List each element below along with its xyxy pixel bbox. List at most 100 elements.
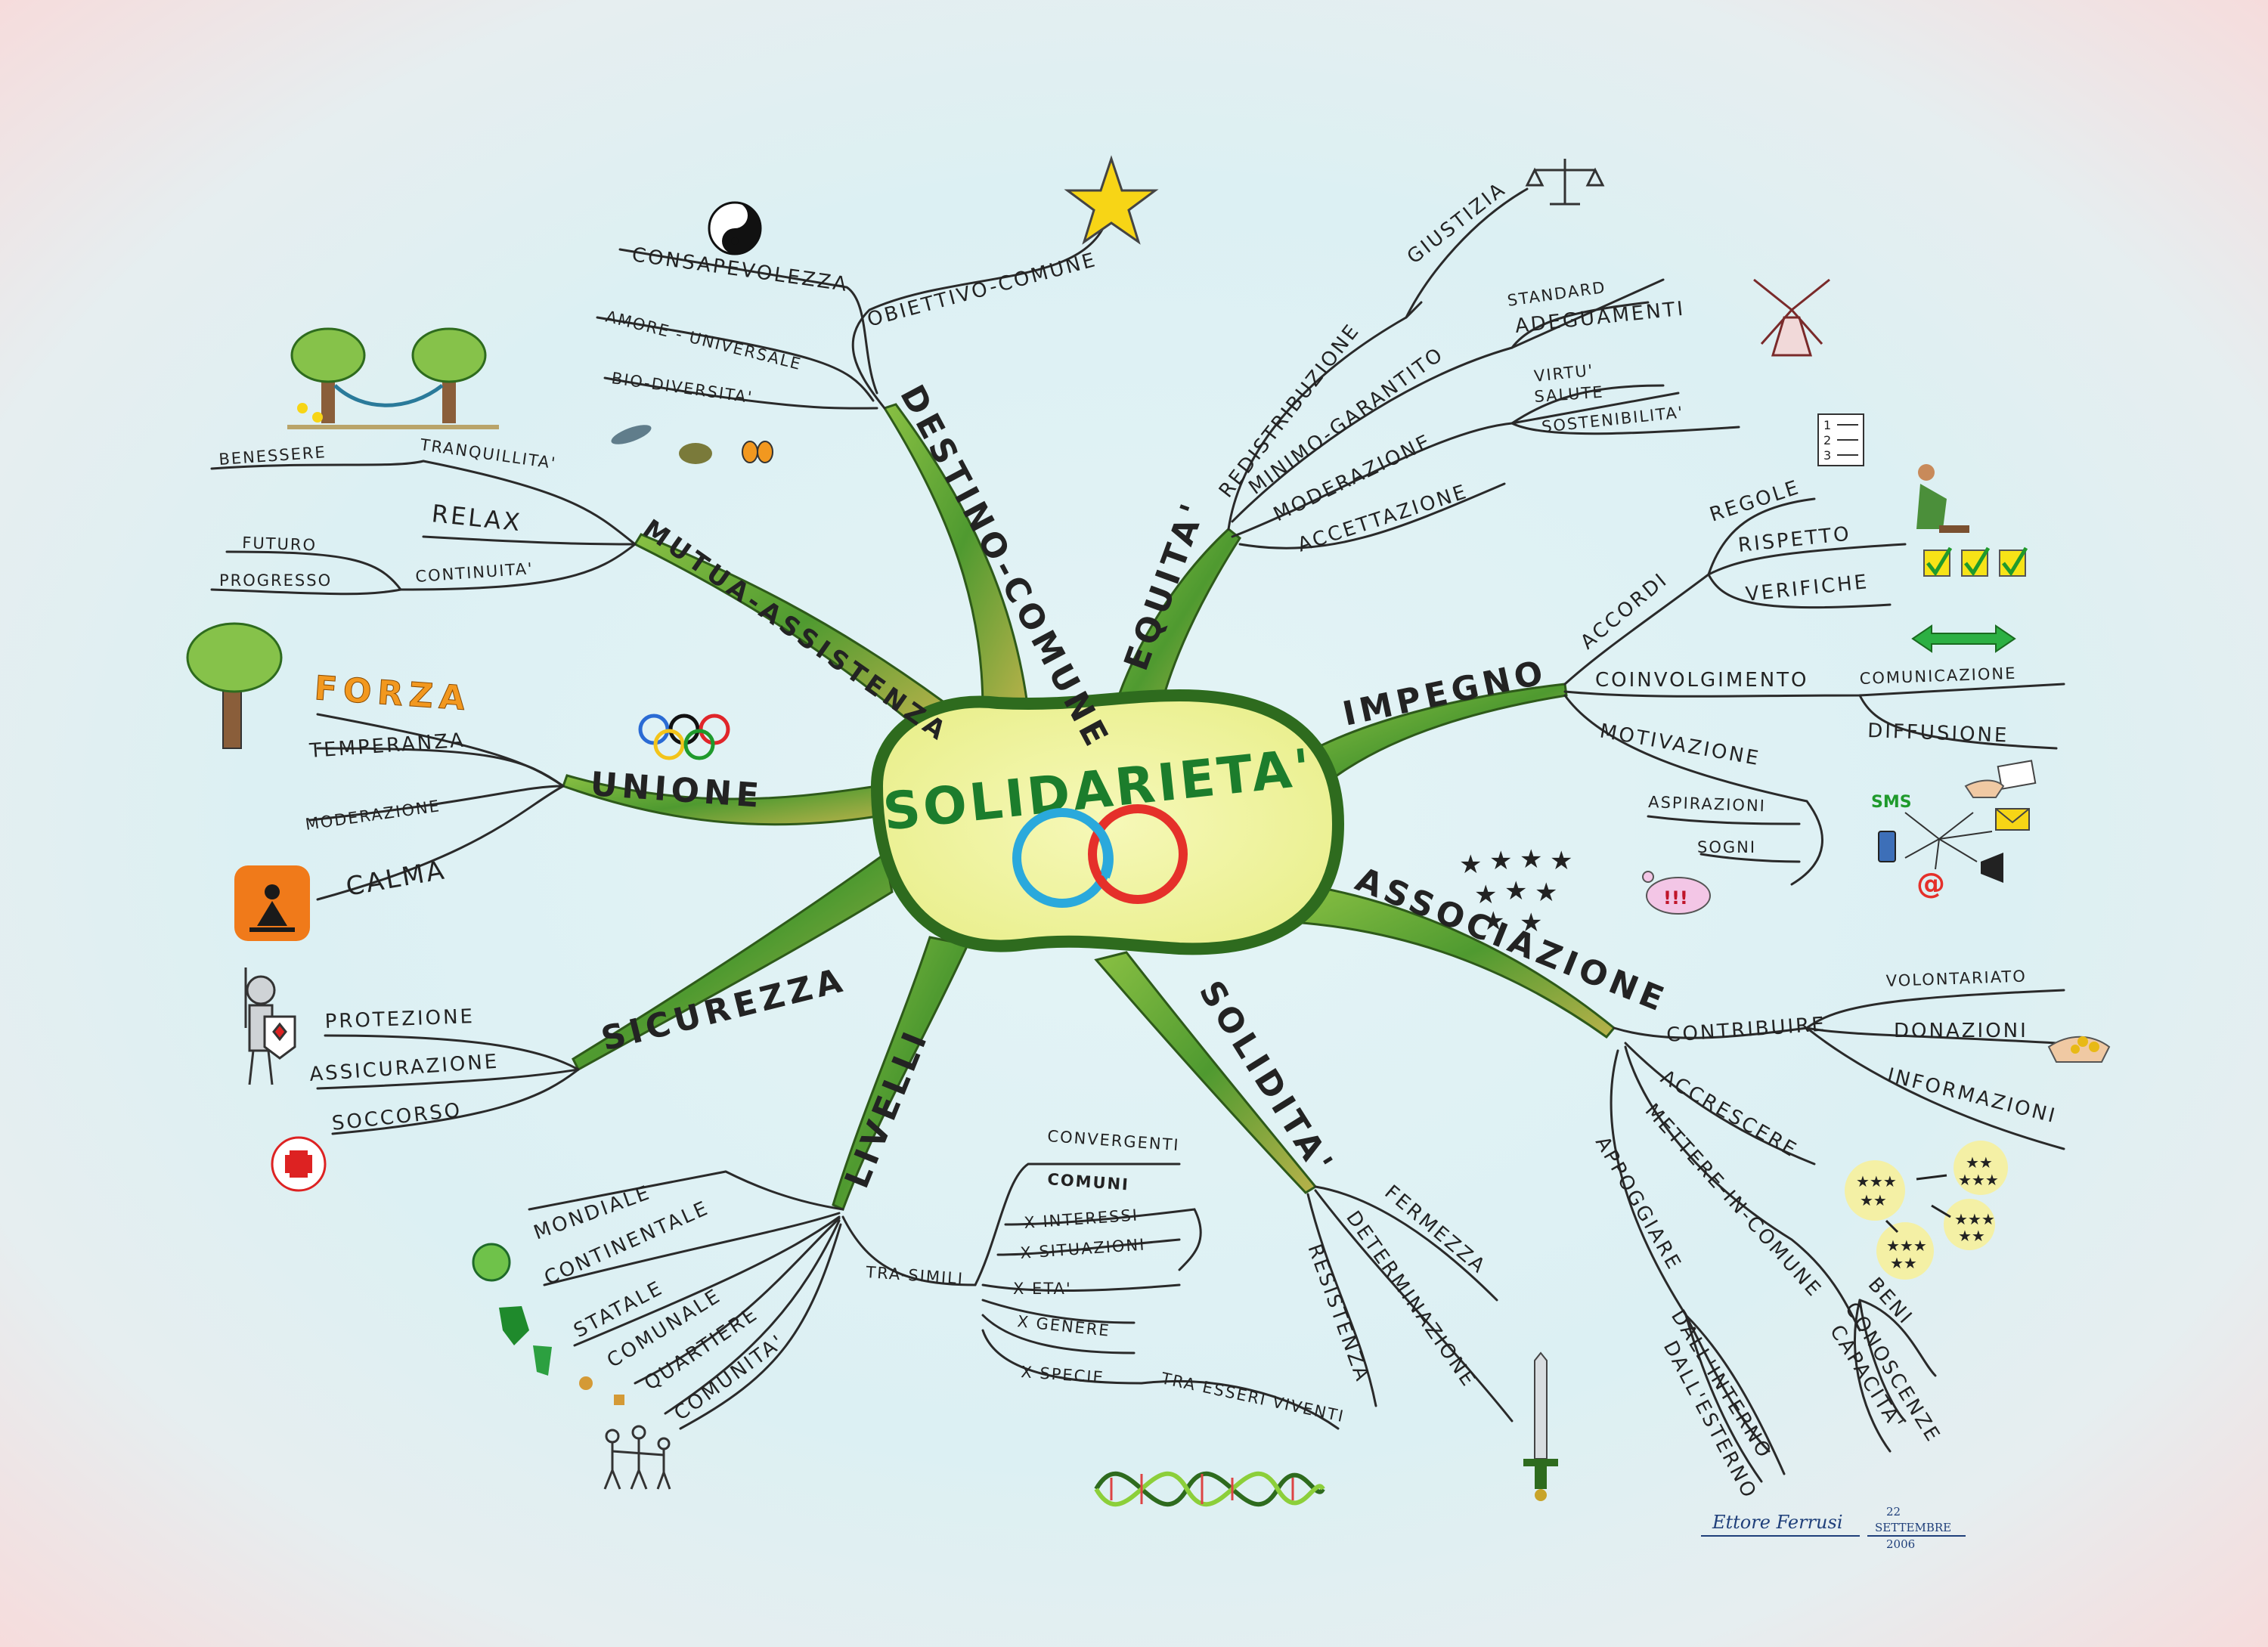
signature-year: 2006 [1886,1537,1915,1551]
double-arrow-icon [1911,624,2016,653]
svg-text:★: ★ [1550,846,1572,876]
branch-shape-sicurezza [572,852,894,1072]
branch-label-livelli: LIVELLI [838,1023,937,1193]
illustrations: 1 2 3 [186,155,2111,1507]
label-rispetto: RISPETTO [1737,522,1852,557]
label-aspirazioni: ASPIRAZIONI [1648,793,1766,815]
stars-group-icon: ★ ★ ★ ★ ★ ★ ★ ★ ★ [1459,844,1572,938]
svg-text:★★★: ★★★ [1856,1172,1897,1190]
label-salute: SALUTE [1534,383,1605,406]
sword-icon [1523,1351,1558,1501]
label-bio-diversita: BIO-DIVERSITA' [610,369,754,407]
signature-name: Ettore Ferrusi [1712,1512,1843,1533]
label-futuro: FUTURO [242,534,318,554]
svg-text:1: 1 [1823,418,1831,432]
svg-text:★: ★ [1482,906,1504,936]
signature: Ettore Ferrusi 22 SETTEMBRE 2006 [1701,1505,1966,1551]
family-icon [603,1425,671,1490]
red-cross-icon [271,1136,327,1192]
label-tra-simili: TRA-SIMILI [865,1263,965,1288]
branch-shape-solidita [1094,951,1318,1194]
svg-text:★: ★ [1535,878,1557,908]
scales-icon [1525,159,1605,206]
svg-text:★★★: ★★★ [1886,1237,1927,1255]
hands-coins-icon [2047,1036,2111,1063]
label-sogni: SOGNI [1697,838,1756,856]
label-x-eta: X ETA' [1013,1280,1072,1298]
quartiere-icon [614,1395,624,1405]
meditation-icon [234,865,310,941]
ring-blue-overlap [1089,820,1114,879]
svg-text:★★★: ★★★ [1954,1210,1995,1228]
svg-text:★★★: ★★★ [1958,1171,1999,1189]
label-diffusione: DIFFUSIONE [1867,720,2009,748]
svg-text:2: 2 [1823,433,1831,447]
kneeling-person-icon [1916,464,1969,533]
label-standard: STANDARD [1506,278,1607,310]
hammock-icon [287,327,499,429]
label-resistenza: RESISTENZA [1303,1241,1374,1385]
label-calma: CALMA [344,855,448,902]
svg-text:★★: ★★ [1890,1254,1917,1272]
label-temperanza: TEMPERANZA [308,729,466,763]
label-soccorso: SOCCORSO [331,1099,463,1135]
branch-shape-equita [1110,528,1241,727]
label-tra-esseri-viventi: TRA ESSERI VIVENTI [1159,1369,1346,1426]
olympic-rings-icon [638,714,730,760]
center-node: SOLIDARIETA' [870,689,1345,955]
svg-text:★: ★ [1520,844,1542,875]
sub-branch-lines [210,187,2065,1483]
label-donazioni: DONAZIONI [1894,1020,2028,1042]
label-motivazione: MOTIVAZIONE [1598,720,1762,770]
tree-icon [186,622,283,749]
branch-shape-unione [562,774,878,826]
branch-label-unione: UNIONE [589,765,764,816]
hand-paper-icon [1964,760,2037,798]
svg-text:★: ★ [1520,908,1542,938]
branch-shape-impegno [1314,683,1568,788]
star-icon [1064,155,1159,245]
phone-icon [1878,831,1896,862]
branch-shape-livelli [832,936,970,1212]
star-clusters-icon: ★★★★★ ★★★★★ ★★★★★ ★★★★★ [1845,1141,2008,1280]
label-virtu: VIRTU' [1533,361,1595,385]
label-regole: REGOLE [1707,476,1803,527]
checkmarks-icon [1923,546,2028,577]
thought-bubble-icon: !!! [1642,871,1711,915]
comune-icon [579,1376,593,1390]
label-amore-universale: AMORE - UNIVERSALE [604,308,804,374]
branch-label-mutua-assistenza: MUTUA-ASSISTENZA [637,514,955,749]
label-obiettivo-comune: OBIETTIVO-COMUNE [865,249,1099,332]
label-x-interessi: X INTERESSI [1024,1206,1139,1232]
svg-text:★: ★ [1489,846,1512,876]
knight-icon [244,967,296,1085]
label-moderazione-unione: MODERAZIONE [304,797,442,834]
svg-text:★★: ★★ [1966,1153,1993,1172]
megaphone-icon [1981,853,2003,883]
globe-icon [472,1243,511,1282]
butterfly-icon [742,441,773,463]
label-coinvolgimento: COINVOLGIMENTO [1595,669,1809,692]
label-volontariato: VOLONTARIATO [1885,967,2027,990]
svg-text:★: ★ [1504,876,1527,906]
svg-text:3: 3 [1823,448,1831,463]
label-relax: RELAX [430,499,523,537]
continent-icon [499,1306,529,1345]
checklist-icon: 1 2 3 [1817,413,1864,466]
svg-text:★★: ★★ [1958,1227,1985,1245]
label-convergenti: CONVERGENTI [1047,1127,1181,1154]
communication-icons: SMS @ [1871,793,2030,900]
label-giustizia: GIUSTIZIA [1403,178,1510,268]
label-contribuire: CONTRIBUIRE [1665,1013,1826,1047]
dna-icon [1094,1471,1325,1507]
signature-month: SETTEMBRE [1875,1521,1951,1534]
state-icon [533,1345,552,1376]
main-branches [562,403,1616,1212]
signature-day: 22 [1886,1505,1901,1519]
branch-shape-mutua-assistenza [633,533,947,727]
label-x-specie: X SPECIE [1021,1363,1105,1387]
svg-text:★: ★ [1474,880,1497,910]
windmill-icon [1753,278,1830,357]
label-progresso: PROGRESSO [219,571,332,590]
